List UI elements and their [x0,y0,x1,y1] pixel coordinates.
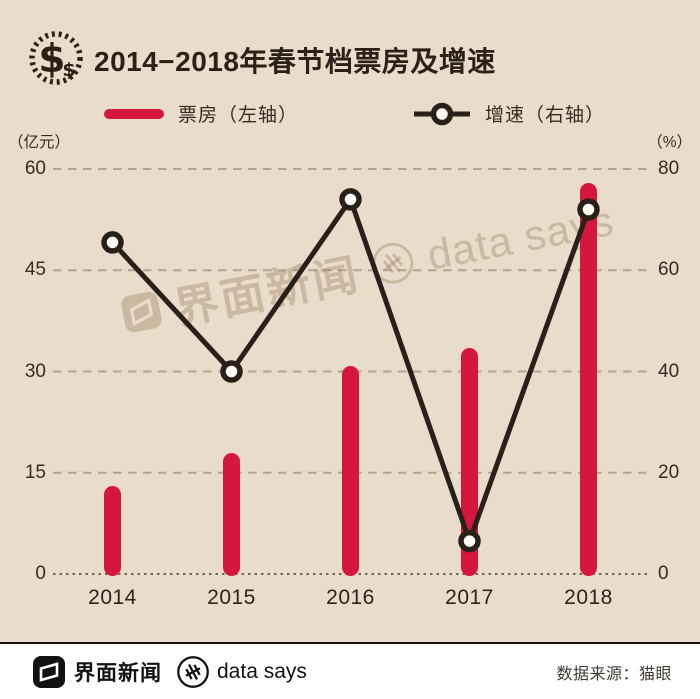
legend-item-boxoffice: 票房（左轴） [104,100,298,127]
bar-2016 [342,366,359,576]
marker-2014 [101,231,124,254]
bar-2018 [580,183,597,576]
footer: 界面新闻 data says 数据来源：猫眼 [0,642,700,699]
data-source: 数据来源：猫眼 [556,665,672,683]
jiemian-logo [33,655,65,688]
page-title: 2014−2018年春节档票房及增速 [94,46,496,77]
watermark: 界面新闻 data says [115,181,621,355]
right-axis-unit-label: （%） [647,134,692,151]
legend-label-growth: 增速（右轴） [485,105,606,126]
svg-text:$: $ [38,37,65,82]
dollar-icon: $ $ [29,31,83,85]
bar-2014 [104,486,121,576]
legend-line-swatch [414,102,470,125]
tick-left-30: 30 [24,360,46,382]
tick-right-40: 40 [658,360,680,382]
footer-brand: 界面新闻 [74,661,162,685]
x-label-2017: 2017 [445,586,494,609]
x-label-2018: 2018 [564,586,613,609]
datasays-logo [177,655,209,688]
x-label-2016: 2016 [326,586,375,609]
marker-2016 [339,188,362,211]
tick-left-0: 0 [35,563,46,584]
marker-2015 [220,360,243,383]
tick-right-80: 80 [658,158,680,179]
legend-bar-swatch [104,108,164,119]
jiemian-watermark-logo [121,291,162,333]
tick-right-60: 60 [658,259,680,281]
bar-2015 [223,453,240,576]
footer-brand2: data says [217,659,307,683]
tick-left-60: 60 [24,158,46,179]
tick-left-15: 15 [24,461,46,483]
left-axis-unit-label: （亿元） [8,134,71,151]
datasays-watermark-logo [373,242,414,284]
tick-right-20: 20 [658,461,680,483]
tick-left-45: 45 [24,259,46,281]
legend-label-boxoffice: 票房（左轴） [178,105,299,126]
tick-right-0: 0 [658,563,669,584]
watermark-brand: 界面新闻 [170,250,365,335]
legend-item-growth: 增速（右轴） [413,100,605,127]
bar-2017 [461,347,478,576]
x-label-2014: 2014 [88,586,137,609]
svg-text:$: $ [62,59,75,81]
x-label-2015: 2015 [207,586,256,609]
